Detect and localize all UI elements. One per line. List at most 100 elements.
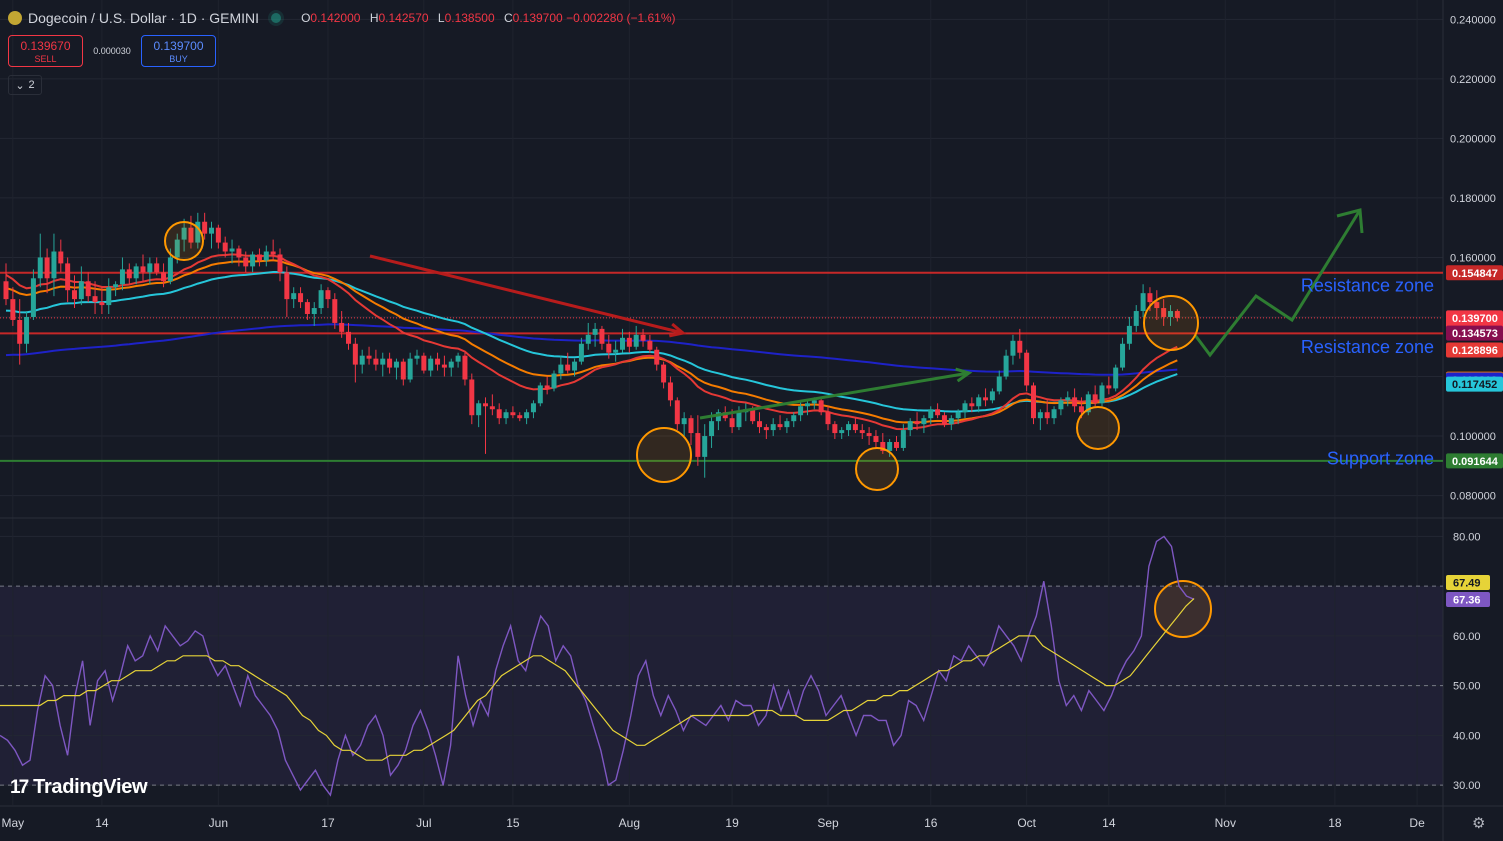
candle-body [202,221,208,234]
candle-body [640,334,646,341]
candle-body [503,412,509,419]
candle-body [462,355,468,380]
candle-body [661,364,667,383]
candle-body [1092,394,1098,404]
candle-body [85,281,91,297]
candle-body [99,302,105,306]
rsi-line [0,535,1195,797]
candle-body [346,331,351,344]
candle-body [1147,293,1153,303]
time-tick-label: 18 [1328,816,1342,830]
dogecoin-icon [8,11,22,25]
candle-body [435,358,441,365]
time-tick-label: 19 [725,816,739,830]
candle-body [941,415,947,425]
rsi-tick-label: 40.00 [1453,730,1481,742]
candle-body [695,433,701,457]
candle-body [702,436,708,457]
candle-body [256,254,262,261]
rsi-tick-label: 80.00 [1453,531,1481,543]
price-label-box [1446,325,1503,341]
candle-body [537,385,543,404]
candle-body [688,418,694,434]
candle-body [44,257,50,279]
price-tick-label: 0.240000 [1450,14,1496,26]
tradingview-logo[interactable]: 17 TradingView [10,776,148,799]
candle-body [517,415,523,419]
candle-body [298,293,304,303]
candle-body [1113,367,1119,389]
market-status-icon [271,13,282,23]
candle-body [455,355,461,362]
candle-body [1168,311,1173,317]
high-value: 0.142570 [378,11,429,25]
candle-body [243,257,249,267]
time-tick-label: 16 [924,816,938,830]
close-label: C [503,11,513,25]
candle-body [229,248,235,252]
candle-body [1099,385,1105,404]
settings-gear-icon[interactable]: ⚙ [1472,815,1486,832]
candle-body [140,266,146,273]
indicators-toggle-button[interactable]: ⌄ 2 [8,75,42,95]
candle-body [969,403,975,407]
candle-body [428,358,434,371]
buy-price: 0.139700 [153,38,204,53]
price-tick-label: 0.180000 [1450,193,1496,205]
price-label-box [1446,453,1503,469]
candle-body [846,424,852,431]
candle-body [996,376,1002,392]
ema-teal-line [5,271,1178,413]
candle-body [1024,352,1030,386]
candle-body [441,364,447,368]
time-tick-label: Aug [619,816,640,830]
candle-body [400,361,406,380]
candle-body [955,412,961,419]
candle-body [1106,385,1112,389]
buy-button[interactable]: 0.139700 BUY [141,35,216,67]
ema-red-line [5,253,1178,431]
high-label: H [369,11,379,25]
time-tick-label: De [1409,816,1425,830]
candle-body [414,355,420,359]
candle-body [681,418,687,425]
price-tick-label: 0.100000 [1450,431,1496,443]
candle-body [715,412,721,422]
time-tick-label: 14 [95,816,109,830]
candle-body [530,403,536,413]
symbol-title[interactable]: Dogecoin / U.S. Dollar · 1D · GEMINI [28,10,260,26]
candle-body [339,322,345,332]
candle-body [181,227,187,240]
candle-body [366,355,372,359]
change-value: −0.002280 (−1.61%) [566,11,676,25]
candle-body [976,397,982,407]
candle-body [92,296,98,303]
candle-body [784,421,790,428]
candle-body [894,441,899,448]
rsi-tick-label: 60.00 [1453,631,1481,643]
candle-body [106,287,112,306]
candle-body [983,397,989,401]
rsi-tick-label: 30.00 [1453,780,1481,792]
candle-body [1085,394,1091,413]
candle-body [626,337,632,347]
candle-body [798,406,804,416]
candle-body [880,441,886,451]
candle-body [544,385,550,389]
candle-body [3,281,9,300]
time-tick-label: Jul [416,816,431,830]
rsi-value-box [1446,592,1490,607]
projection-path [1193,209,1362,358]
candle-body [729,418,735,428]
candle-body [914,421,920,425]
sell-button[interactable]: 0.139670 SELL [8,35,83,67]
candle-body [1010,340,1016,356]
candle-body [572,361,578,371]
candle-body [1044,412,1050,419]
candle-body [948,418,954,425]
time-tick-label: Jun [209,816,228,830]
sell-label: SELL [34,53,57,64]
candle-body [613,349,619,353]
candle-body [825,412,831,425]
